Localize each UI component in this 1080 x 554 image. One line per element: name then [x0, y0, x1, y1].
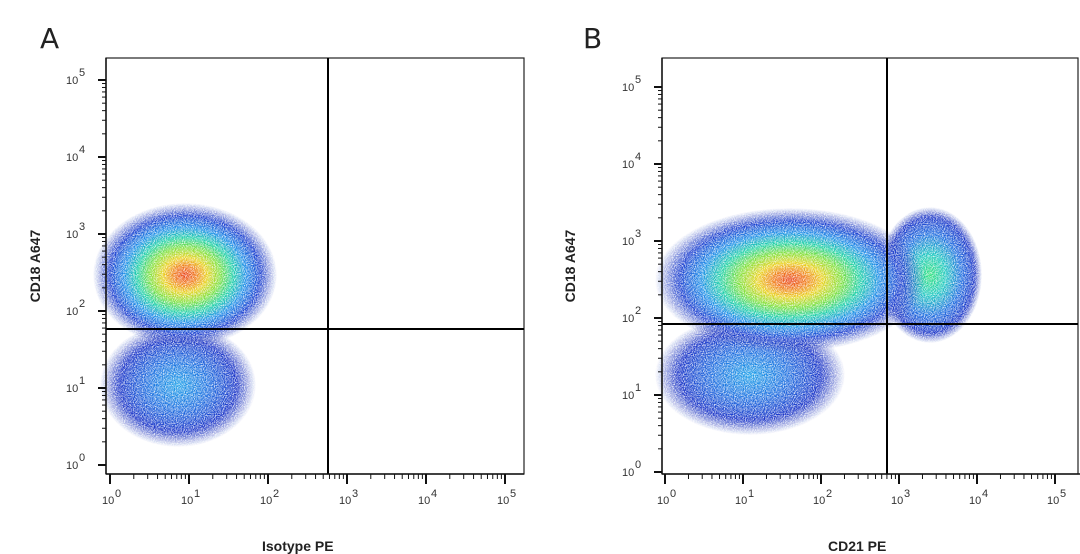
- x-tick-exponent: 4: [431, 488, 437, 500]
- y-tick-exponent: 0: [635, 459, 641, 471]
- x-tick-exponent: 5: [1060, 488, 1066, 500]
- y-tick-label: 10: [66, 306, 78, 318]
- y-tick-exponent: 3: [79, 221, 85, 233]
- x-tick-exponent: 4: [982, 488, 988, 500]
- y-tick-label: 10: [66, 75, 78, 87]
- x-tick-label: 10: [969, 495, 981, 507]
- x-tick-exponent: 5: [510, 488, 516, 500]
- x-tick-label: 10: [813, 495, 825, 507]
- y-tick-exponent: 3: [635, 228, 641, 240]
- x-tick-label: 10: [181, 495, 193, 507]
- y-tick-label: 10: [622, 159, 634, 171]
- y-tick-label: 10: [622, 313, 634, 325]
- y-tick-label: 10: [622, 390, 634, 402]
- x-tick-label: 10: [260, 495, 272, 507]
- y-tick-exponent: 5: [79, 67, 85, 79]
- y-tick-exponent: 2: [79, 298, 85, 310]
- x-tick-exponent: 2: [826, 488, 832, 500]
- y-tick-label: 10: [622, 467, 634, 479]
- x-tick-label: 10: [735, 495, 747, 507]
- y-tick-label: 10: [66, 383, 78, 395]
- y-tick-exponent: 5: [635, 74, 641, 86]
- y-tick-label: 10: [66, 152, 78, 164]
- x-tick-label: 10: [657, 495, 669, 507]
- y-tick-exponent: 2: [635, 305, 641, 317]
- x-tick-exponent: 1: [194, 488, 200, 500]
- y-tick-exponent: 1: [79, 375, 85, 387]
- x-tick-exponent: 3: [352, 488, 358, 500]
- x-tick-exponent: 0: [115, 488, 121, 500]
- panel-b-x-axis-label: CD21 PE: [828, 538, 887, 554]
- x-tick-exponent: 2: [273, 488, 279, 500]
- panel-a-x-axis-label: Isotype PE: [262, 538, 334, 554]
- y-tick-label: 10: [66, 460, 78, 472]
- panel-b-density: [655, 207, 982, 435]
- y-tick-exponent: 4: [635, 151, 641, 163]
- x-tick-label: 10: [1047, 495, 1059, 507]
- x-tick-exponent: 3: [904, 488, 910, 500]
- x-tick-exponent: 1: [748, 488, 754, 500]
- y-tick-exponent: 1: [635, 382, 641, 394]
- y-tick-label: 10: [622, 236, 634, 248]
- y-tick-label: 10: [622, 82, 634, 94]
- panel-a-density: [93, 203, 277, 447]
- x-tick-label: 10: [891, 495, 903, 507]
- x-tick-label: 10: [339, 495, 351, 507]
- panel-a-label: A: [40, 22, 60, 55]
- y-tick-exponent: 0: [79, 452, 85, 464]
- y-tick-exponent: 4: [79, 144, 85, 156]
- x-tick-label: 10: [497, 495, 509, 507]
- x-tick-exponent: 0: [670, 488, 676, 500]
- panel-b-label: B: [583, 22, 603, 55]
- x-tick-label: 10: [102, 495, 114, 507]
- y-tick-label: 10: [66, 229, 78, 241]
- x-tick-label: 10: [418, 495, 430, 507]
